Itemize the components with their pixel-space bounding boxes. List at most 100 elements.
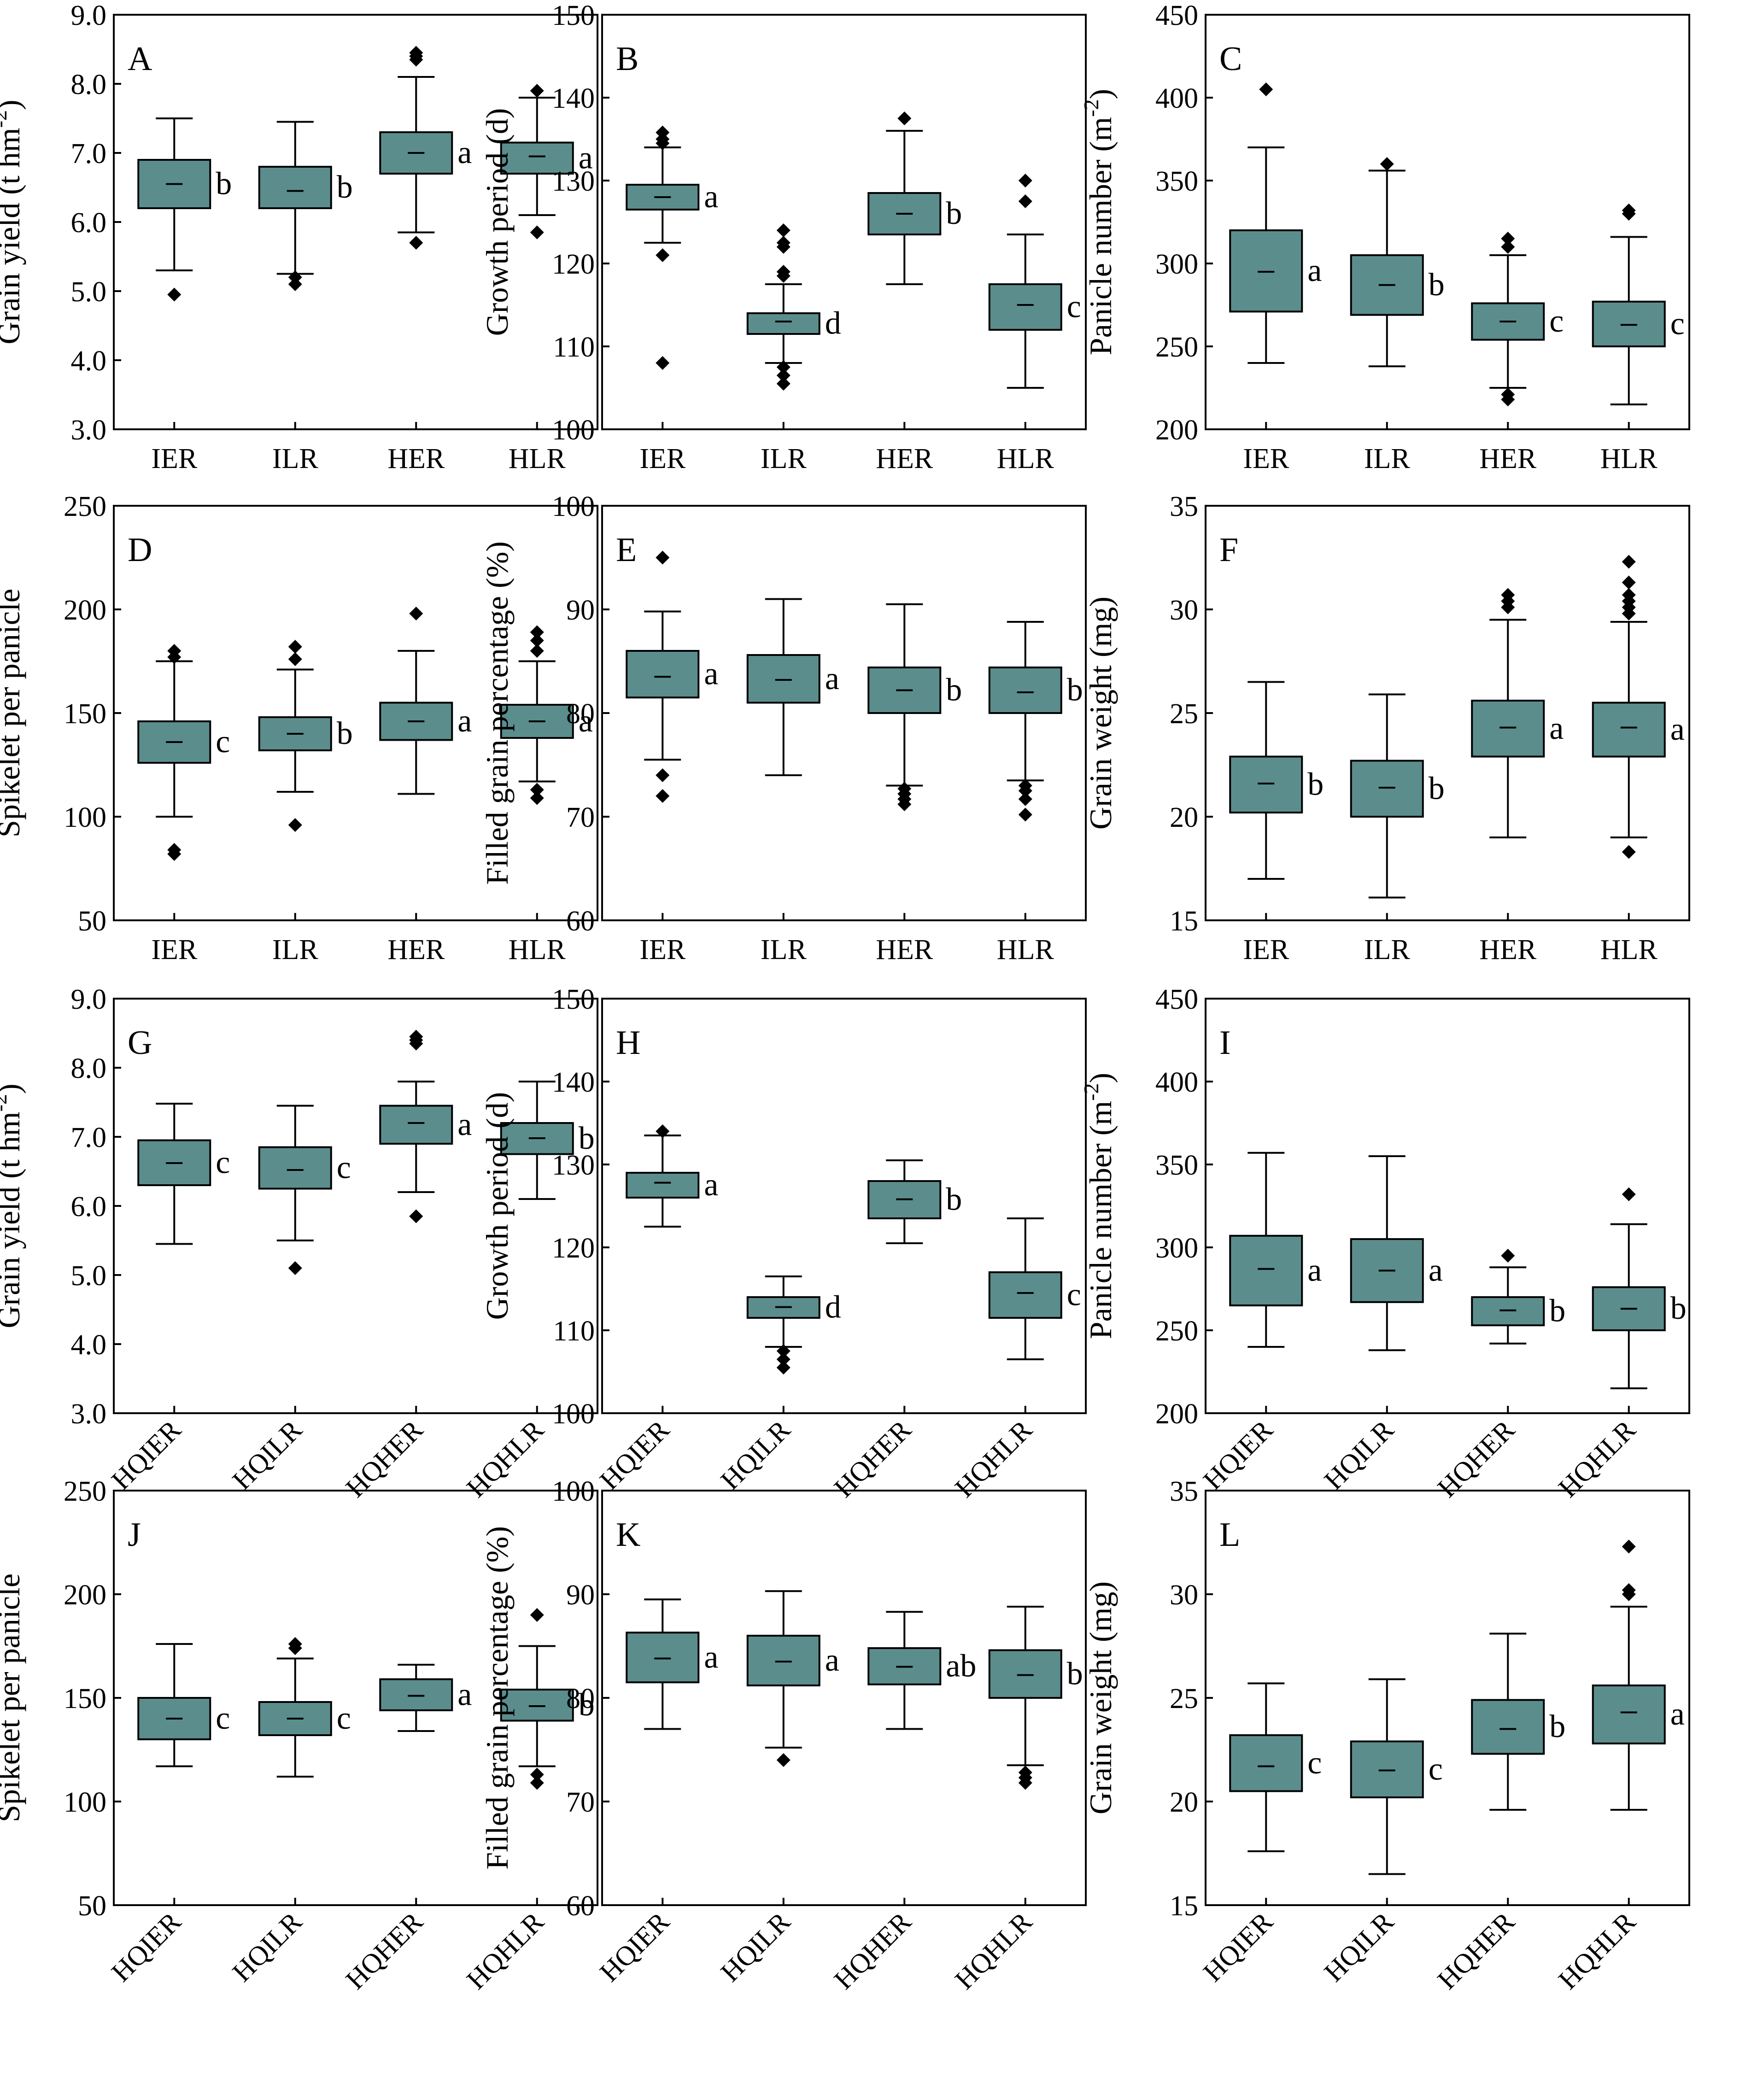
panel-letter: E xyxy=(616,531,637,569)
significance-letter: c xyxy=(337,1701,351,1736)
y-tick-label: 20 xyxy=(1170,1787,1198,1818)
y-tick-label: 200 xyxy=(1155,415,1198,446)
y-tick-label: 4.0 xyxy=(71,345,107,377)
y-tick-label: 50 xyxy=(78,906,106,937)
iqr-box xyxy=(1350,760,1424,818)
outlier-point xyxy=(1018,778,1032,793)
box-her: b HER xyxy=(867,111,962,474)
box-hlr: c HLR xyxy=(1592,203,1685,474)
y-tick-label: 150 xyxy=(64,1683,106,1714)
panel-i: I 200 250 300 350 400 450 Panicle number (m-2) a… xyxy=(1079,984,1690,1503)
box-ilr: b ILR xyxy=(1350,693,1445,965)
outlier-point xyxy=(776,1352,791,1366)
x-category-label: ILR xyxy=(761,443,807,474)
significance-letter: b xyxy=(946,673,962,708)
significance-letter: b xyxy=(216,166,232,202)
significance-letter: b xyxy=(579,1121,595,1156)
box-hqilr: a HQILR xyxy=(715,1590,839,1988)
panel-b: B 100 110 120 130 140 150 Growth period (d) a IER… xyxy=(480,0,1087,474)
y-axis-label-tail: ) xyxy=(0,1083,26,1094)
y-tick-label: 4.0 xyxy=(71,1329,107,1361)
y-tick-label: 3.0 xyxy=(71,1398,107,1430)
y-axis-label-main: Grain yield (t hm xyxy=(0,1111,26,1328)
box-hqilr: a HQILR xyxy=(1318,1155,1443,1496)
x-category-label: HQIER xyxy=(594,1415,675,1496)
significance-letter: a xyxy=(704,1167,718,1203)
y-tick-label: 200 xyxy=(1155,1398,1198,1430)
outlier-point xyxy=(1622,555,1636,569)
y-tick-label: 100 xyxy=(64,802,106,833)
outlier-point xyxy=(288,818,302,832)
x-category-label: HER xyxy=(387,934,445,965)
outlier-point xyxy=(1622,1539,1636,1554)
box-ilr: b ILR xyxy=(258,121,353,474)
outlier-point xyxy=(1501,588,1515,602)
outlier-point xyxy=(167,287,182,302)
iqr-box xyxy=(988,283,1062,331)
iqr-box xyxy=(379,1105,453,1145)
outlier-point xyxy=(530,644,544,658)
box-hqier: c HQIER xyxy=(105,1103,230,1496)
significance-letter: b xyxy=(1549,1293,1565,1329)
significance-letter: a xyxy=(825,661,839,696)
iqr-box xyxy=(746,312,820,335)
panel-letter: C xyxy=(1219,40,1242,78)
x-category-label: HQILR xyxy=(715,1907,796,1988)
y-axis-label-main: Filled grain percentage (%) xyxy=(480,541,515,885)
significance-letter: a xyxy=(457,135,472,170)
y-axis-label: Growth period (d) xyxy=(480,108,515,336)
x-category-label: IER xyxy=(1243,934,1289,965)
box-hlr: a HLR xyxy=(1592,555,1685,965)
significance-letter: b xyxy=(1429,771,1445,806)
plot-frame xyxy=(601,14,1087,430)
box-hlr: a HLR xyxy=(500,625,593,965)
iqr-box xyxy=(1471,700,1545,758)
box-her: a HER xyxy=(379,607,472,965)
outlier-point xyxy=(1018,1766,1032,1779)
y-tick-label: 35 xyxy=(1170,1476,1198,1507)
panel-letter: B xyxy=(616,40,638,78)
box-hqier: a HQIER xyxy=(594,1598,718,1988)
x-category-label: HQIER xyxy=(105,1907,187,1988)
y-axis-label-tail: ) xyxy=(1083,1073,1118,1083)
y-tick-label: 7.0 xyxy=(71,1122,107,1153)
iqr-box xyxy=(626,1632,700,1684)
x-category-label: HER xyxy=(1479,443,1537,474)
significance-letter: c xyxy=(1067,1277,1081,1313)
box-hqier: a HQIER xyxy=(1197,1152,1322,1496)
outlier-point xyxy=(656,768,670,782)
y-tick-label: 130 xyxy=(552,1150,595,1181)
y-tick-label: 200 xyxy=(64,1579,106,1611)
y-axis-label: Panicle number (m-2) xyxy=(1079,89,1118,355)
significance-letter: a xyxy=(704,1639,718,1675)
y-axis-label: Spikelet per panicle xyxy=(0,1574,26,1822)
significance-letter: c xyxy=(1429,1751,1443,1787)
outlier-point xyxy=(530,225,544,240)
outlier-point xyxy=(288,640,302,654)
outlier-point xyxy=(167,843,182,857)
y-axis-label-main: Spikelet per panicle xyxy=(0,589,26,837)
significance-letter: b xyxy=(946,1182,962,1217)
y-tick-label: 150 xyxy=(552,984,595,1015)
outlier-point xyxy=(530,84,544,98)
y-tick-label: 7.0 xyxy=(71,138,107,170)
outlier-point xyxy=(776,377,791,391)
x-category-label: HQILR xyxy=(1318,1907,1400,1988)
outlier-point xyxy=(1622,203,1636,217)
iqr-box xyxy=(1229,1234,1303,1307)
plot-frame xyxy=(601,998,1087,1414)
panel-f: F 15 20 25 30 35 Grain weight (mg) b IER b ILR a HER… xyxy=(1083,491,1690,965)
outlier-point xyxy=(288,1261,302,1275)
box-ilr: a ILR xyxy=(746,598,839,965)
y-tick-label: 150 xyxy=(552,0,595,31)
x-category-label: IER xyxy=(151,443,198,474)
box-ier: c IER xyxy=(137,644,230,965)
x-category-label: IER xyxy=(639,443,686,474)
x-category-label: HQILR xyxy=(227,1907,308,1988)
y-tick-label: 150 xyxy=(64,698,106,730)
y-axis-label: Panicle number (m-2) xyxy=(1079,1073,1118,1339)
y-axis-label-superscript: -2 xyxy=(1079,99,1103,117)
significance-letter: c xyxy=(216,1145,230,1180)
